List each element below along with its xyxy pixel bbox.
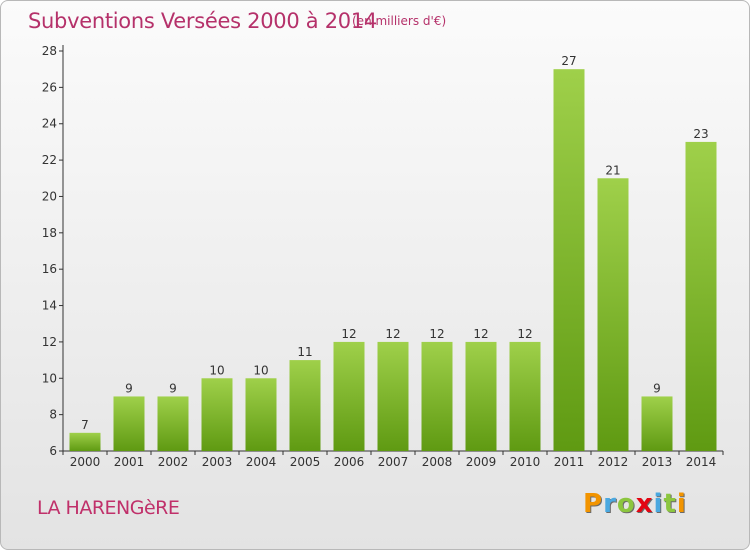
y-tick-label: 14 bbox=[42, 299, 57, 313]
x-tick-label: 2011 bbox=[554, 455, 585, 469]
commune-name: LA HARENGèRE bbox=[37, 497, 180, 519]
bar-value-label: 12 bbox=[517, 327, 532, 341]
bar bbox=[377, 341, 409, 451]
bar-value-label: 23 bbox=[693, 127, 708, 141]
logo-letter: x bbox=[635, 489, 654, 519]
bar-value-label: 11 bbox=[297, 345, 312, 359]
bar bbox=[289, 360, 321, 451]
bar-value-label: 12 bbox=[341, 327, 356, 341]
bar bbox=[157, 396, 189, 451]
x-tick-label: 2000 bbox=[70, 455, 101, 469]
bar bbox=[685, 141, 717, 451]
bar-value-label: 12 bbox=[473, 327, 488, 341]
x-tick-label: 2008 bbox=[422, 455, 453, 469]
y-tick-label: 22 bbox=[42, 153, 57, 167]
y-tick-label: 6 bbox=[49, 444, 57, 458]
x-tick-label: 2003 bbox=[202, 455, 233, 469]
y-tick-label: 12 bbox=[42, 335, 57, 349]
bar bbox=[201, 378, 233, 451]
bar-value-label: 10 bbox=[209, 363, 224, 377]
y-tick-label: 16 bbox=[42, 262, 57, 276]
bar-value-label: 27 bbox=[561, 54, 576, 68]
logo-letter: i bbox=[676, 489, 687, 519]
x-tick-label: 2009 bbox=[466, 455, 497, 469]
bar bbox=[553, 69, 585, 451]
bar-value-label: 12 bbox=[429, 327, 444, 341]
x-tick-label: 2002 bbox=[158, 455, 189, 469]
bar-value-label: 9 bbox=[653, 381, 661, 395]
x-tick-label: 2012 bbox=[598, 455, 629, 469]
bar-value-label: 12 bbox=[385, 327, 400, 341]
logo-letter: P bbox=[583, 489, 604, 519]
bar bbox=[465, 341, 497, 451]
bar bbox=[597, 178, 629, 452]
bar bbox=[69, 432, 101, 451]
axes: 6 8 10 12 14 16 18 20 22 24 26 28 2000 2001 2002 2003 20… bbox=[42, 44, 724, 469]
x-tick-label: 2005 bbox=[290, 455, 321, 469]
chart-subtitle: (en milliers d'€) bbox=[352, 14, 447, 28]
bar-value-label: 9 bbox=[125, 381, 133, 395]
bar bbox=[509, 341, 541, 451]
bar bbox=[333, 341, 365, 451]
bar-value-label: 7 bbox=[81, 418, 89, 432]
x-tick-label: 2007 bbox=[378, 455, 409, 469]
bar bbox=[421, 341, 453, 451]
x-tick-label: 2014 bbox=[686, 455, 717, 469]
y-tick-label: 26 bbox=[42, 80, 57, 94]
y-tick-label: 8 bbox=[49, 408, 57, 422]
bar-value-label: 9 bbox=[169, 381, 177, 395]
y-tick-label: 18 bbox=[42, 226, 57, 240]
bar-value-label: 10 bbox=[253, 363, 268, 377]
y-tick-label: 10 bbox=[42, 371, 57, 385]
logo-letter: t bbox=[663, 489, 677, 519]
chart-title: Subventions Versées 2000 à 2014 bbox=[28, 9, 377, 33]
x-tick-label: 2004 bbox=[246, 455, 277, 469]
x-tick-label: 2010 bbox=[510, 455, 541, 469]
x-tick-label: 2006 bbox=[334, 455, 365, 469]
logo-letter: i bbox=[653, 489, 664, 519]
proxiti-logo: Proxiti bbox=[583, 489, 687, 519]
bars bbox=[69, 69, 717, 452]
y-tick-label: 24 bbox=[42, 117, 57, 131]
logo-letter: r bbox=[603, 489, 617, 519]
bar bbox=[113, 396, 145, 451]
bar bbox=[641, 396, 673, 451]
x-tick-label: 2013 bbox=[642, 455, 673, 469]
value-labels: 7 9 9 10 10 11 12 12 12 12 12 27 21 9 23 bbox=[81, 54, 708, 432]
x-tick-label: 2001 bbox=[114, 455, 145, 469]
logo-letter: o bbox=[616, 489, 636, 519]
bar bbox=[245, 378, 277, 451]
bar-value-label: 21 bbox=[605, 163, 620, 177]
y-tick-label: 20 bbox=[42, 189, 57, 203]
y-tick-label: 28 bbox=[42, 44, 57, 58]
